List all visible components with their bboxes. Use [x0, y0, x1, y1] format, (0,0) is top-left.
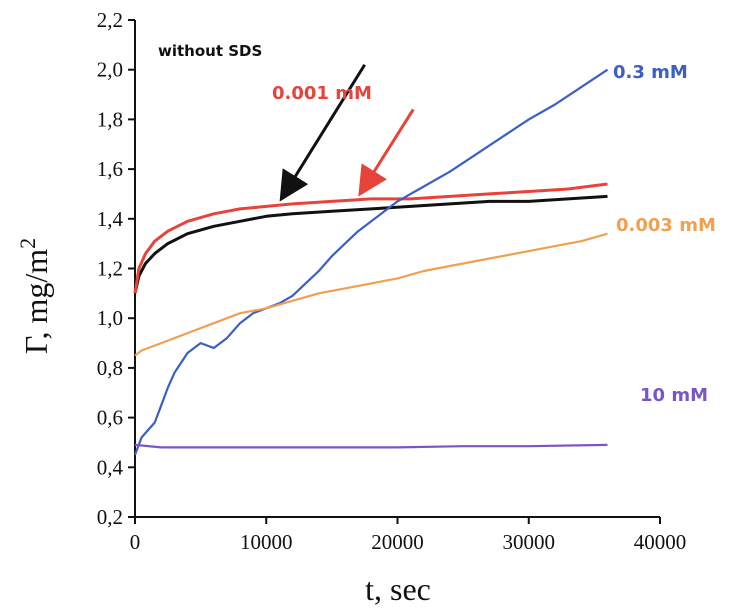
- y-tick-label: 1,0: [97, 306, 123, 330]
- y-axis-title-superscript: 2: [15, 238, 40, 249]
- y-tick-label: 2,0: [97, 58, 123, 82]
- label-0-001-mm: 0.001 mM: [272, 83, 372, 104]
- y-axis-title: Γ, mg/m2: [15, 238, 54, 354]
- y-tick-label: 1,8: [97, 107, 123, 131]
- arrow-without-sds: [279, 63, 366, 202]
- y-tick-label: 0,4: [97, 455, 124, 479]
- label-10-mm: 10 mM: [640, 385, 708, 406]
- y-axis-title-main: Γ, mg/m: [18, 249, 54, 354]
- label-0-003-mm: 0.003 mM: [616, 215, 716, 236]
- series-line-0-3-mm: [133, 68, 609, 456]
- y-tick-label: 1,2: [97, 257, 123, 281]
- series-group: [133, 68, 609, 456]
- label-without-sds: without SDS: [158, 42, 262, 60]
- y-tick-label: 1,6: [97, 157, 123, 181]
- y-tick-label: 0,2: [97, 505, 123, 529]
- x-tick-label: 30000: [503, 530, 556, 554]
- y-tick-label: 2,2: [97, 8, 123, 32]
- x-tick-label: 20000: [371, 530, 424, 554]
- plot-area: 0 10000 20000 30000 40000 0,2 0,4 0,6 0,8 1,0 1,2 1…: [97, 8, 687, 554]
- label-0-3-mm: 0.3 mM: [613, 62, 688, 83]
- series-line-0-001-mm: [133, 182, 608, 294]
- series-line-0-003-mm: [134, 232, 608, 357]
- tick-group: 0 10000 20000 30000 40000 0,2 0,4 0,6 0,8 1,0 1,2 1…: [97, 8, 687, 554]
- x-tick-label: 0: [130, 530, 141, 554]
- y-tick-label: 0,8: [97, 356, 123, 380]
- arrow-group: [279, 63, 415, 202]
- y-tick-label: 1,4: [97, 207, 124, 231]
- arrow-0-001-mm: [358, 108, 415, 197]
- series-line-10-mm: [134, 443, 608, 449]
- x-tick-label: 10000: [240, 530, 293, 554]
- y-tick-label: 0,6: [97, 406, 123, 430]
- x-tick-label: 40000: [634, 530, 687, 554]
- x-axis-title: t, sec: [365, 571, 431, 607]
- series-line-without-sds: [133, 194, 608, 294]
